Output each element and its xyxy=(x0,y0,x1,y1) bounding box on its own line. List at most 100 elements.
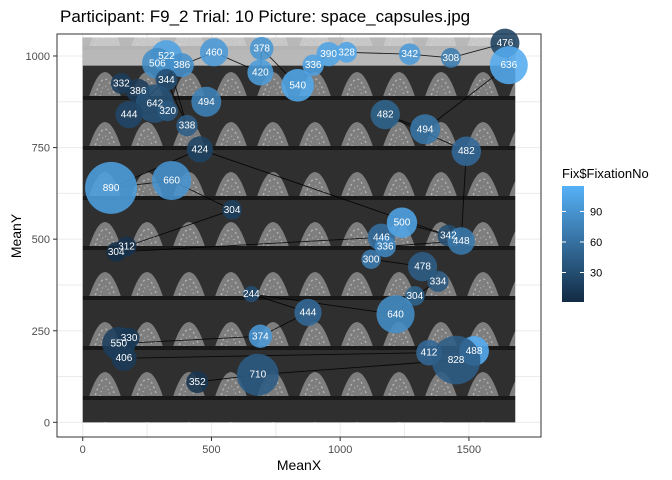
x-tick-label: 1500 xyxy=(457,444,481,456)
fixation-label: 636 xyxy=(500,60,517,71)
y-tick-label: 750 xyxy=(32,143,50,155)
fixation-label: 342 xyxy=(401,49,418,60)
fixation-point xyxy=(451,136,482,166)
fixation-label: 304 xyxy=(224,205,241,216)
fixation-label: 476 xyxy=(497,38,514,49)
fixation-label: 344 xyxy=(158,75,175,86)
fixation-label: 336 xyxy=(305,60,322,71)
fixation-point xyxy=(176,114,198,137)
fixation-label: 374 xyxy=(252,331,269,342)
fixation-point xyxy=(186,370,209,394)
fixation-point xyxy=(157,100,178,122)
fixation-point xyxy=(316,41,341,67)
fixation-label: 336 xyxy=(377,241,394,252)
fixation-label: 420 xyxy=(252,67,269,78)
fixation-label: 304 xyxy=(108,247,125,258)
fixation-point xyxy=(294,298,322,327)
fixation-point xyxy=(236,353,279,396)
fixation-point xyxy=(191,86,222,117)
fixation-label: 494 xyxy=(417,124,434,135)
legend: Fix$FixationNo 30 60 90 xyxy=(562,166,649,302)
fixation-label: 640 xyxy=(387,309,404,320)
fixation-label: 460 xyxy=(206,47,223,58)
y-axis: 0 250 500 750 1000 xyxy=(26,51,57,429)
fixation-point xyxy=(336,41,358,63)
fixation-label: 446 xyxy=(373,232,390,243)
fixation-label: 482 xyxy=(377,110,394,121)
fixation-label: 448 xyxy=(453,236,470,247)
x-tick-label: 0 xyxy=(80,444,86,456)
fixation-label: 332 xyxy=(113,78,130,89)
fixation-point xyxy=(440,47,461,68)
fixation-point xyxy=(376,295,415,334)
legend-title: Fix$FixationNo xyxy=(562,166,649,181)
fixation-label: 550 xyxy=(110,339,127,350)
fixation-label: 482 xyxy=(458,146,475,157)
fixation-point xyxy=(169,53,194,78)
fixation-point xyxy=(151,160,192,201)
fixation-label: 424 xyxy=(192,144,209,155)
fixation-label: 338 xyxy=(179,121,196,132)
fixation-label: 300 xyxy=(363,254,380,265)
fixation-point xyxy=(243,286,260,303)
fixation-point xyxy=(361,249,381,270)
chart-title: Participant: F9_2 Trial: 10 Picture: spa… xyxy=(60,7,470,26)
fixation-label: 642 xyxy=(146,99,163,110)
fixation-label: 386 xyxy=(130,86,147,97)
y-tick-label: 250 xyxy=(32,326,50,338)
fixation-point xyxy=(407,252,438,282)
fixation-label: 710 xyxy=(249,370,266,381)
legend-ticks: 30 60 90 xyxy=(562,206,602,279)
fixation-point xyxy=(431,335,481,385)
fixation-label: 304 xyxy=(407,291,424,302)
fixation-label: 444 xyxy=(300,307,317,318)
fixation-point xyxy=(398,43,421,65)
x-axis-title: MeanX xyxy=(277,457,322,473)
fixation-point xyxy=(115,101,143,129)
fixation-label: 378 xyxy=(253,44,270,55)
fixation-label: 386 xyxy=(174,60,191,71)
legend-tick-label: 90 xyxy=(590,206,602,218)
y-tick-label: 0 xyxy=(44,417,50,429)
fixation-label: 330 xyxy=(121,333,138,344)
fixation-point xyxy=(489,46,528,85)
fixation-point xyxy=(248,324,273,348)
fixation-label: 522 xyxy=(158,51,175,62)
fixation-label: 412 xyxy=(421,348,438,359)
fixation-point xyxy=(118,327,140,349)
fixation-label: 390 xyxy=(320,49,337,60)
fixation-points xyxy=(85,28,528,396)
fixation-label: 478 xyxy=(414,262,431,273)
legend-tick-label: 30 xyxy=(590,267,602,279)
fixation-point xyxy=(247,59,274,86)
fixation-point xyxy=(249,36,274,61)
fixation-label: 540 xyxy=(289,80,306,91)
fixation-point xyxy=(199,38,229,67)
fixation-label: 660 xyxy=(163,176,180,187)
fixation-point xyxy=(111,345,137,371)
fixation-point xyxy=(106,242,127,262)
fixation-point xyxy=(386,207,418,238)
x-tick-label: 500 xyxy=(202,444,220,456)
fixation-point xyxy=(222,200,242,220)
fixation-label: 320 xyxy=(159,106,176,117)
fixation-label: 352 xyxy=(189,377,206,388)
fixation-label: 328 xyxy=(338,47,355,58)
fixation-point xyxy=(427,270,449,292)
y-tick-label: 500 xyxy=(32,234,50,246)
fixation-label: 488 xyxy=(466,346,483,357)
y-axis-title: MeanY xyxy=(8,213,24,258)
fixation-label: 334 xyxy=(430,276,447,287)
fixation-point xyxy=(374,235,396,258)
fixation-point xyxy=(85,161,138,214)
plot-border xyxy=(56,33,542,438)
fixation-label: 312 xyxy=(118,241,135,252)
y-tick-label: 1000 xyxy=(26,51,50,63)
fixation-label: 244 xyxy=(243,289,260,300)
fixation-label: 500 xyxy=(394,218,411,229)
legend-colorbar xyxy=(562,186,584,302)
fixation-point xyxy=(281,68,315,102)
fixation-label: 890 xyxy=(103,183,120,194)
